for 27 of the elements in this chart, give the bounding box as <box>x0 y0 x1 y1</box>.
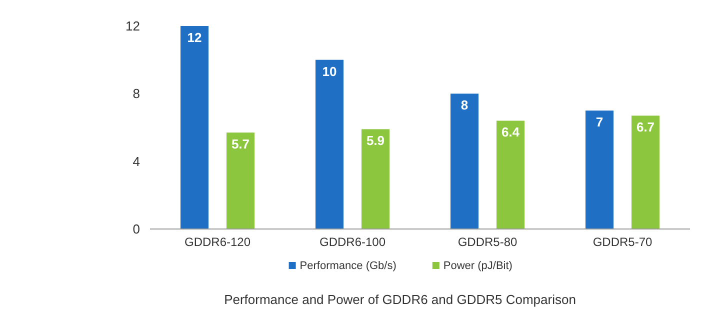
data-label: 12 <box>187 30 202 45</box>
x-tick-label: GDDR6-100 <box>319 235 386 249</box>
data-label: 5.9 <box>366 133 385 148</box>
x-tick-label: GDDR5-70 <box>592 235 652 249</box>
text: Performance and Power of GDDR6 and GDDR5 Comparison <box>224 292 576 307</box>
bar <box>586 110 614 229</box>
bar <box>362 129 390 229</box>
legend-label: Power (pJ/Bit) <box>443 260 512 272</box>
bar <box>316 60 344 229</box>
x-tick-label: GDDR5-80 <box>458 235 518 249</box>
data-label: 6.4 <box>501 124 520 140</box>
data-label: 7 <box>596 114 604 130</box>
y-tick-label: 4 <box>132 154 140 169</box>
data-label: 6.7 <box>636 120 655 135</box>
bar <box>450 94 478 229</box>
data-label: 5.7 <box>231 136 250 152</box>
data-label: 8 <box>460 98 468 113</box>
legend-label: Performance (Gb/s) <box>300 260 396 272</box>
y-tick-label: 8 <box>132 86 140 102</box>
bar <box>226 132 254 229</box>
y-tick-label: 0 <box>132 222 140 237</box>
bar <box>632 116 660 229</box>
bar <box>496 120 524 229</box>
data-label: 10 <box>322 64 337 79</box>
bar <box>180 26 208 229</box>
y-tick-label: 12 <box>126 18 140 34</box>
x-tick-label: GDDR6-120 <box>184 235 251 249</box>
